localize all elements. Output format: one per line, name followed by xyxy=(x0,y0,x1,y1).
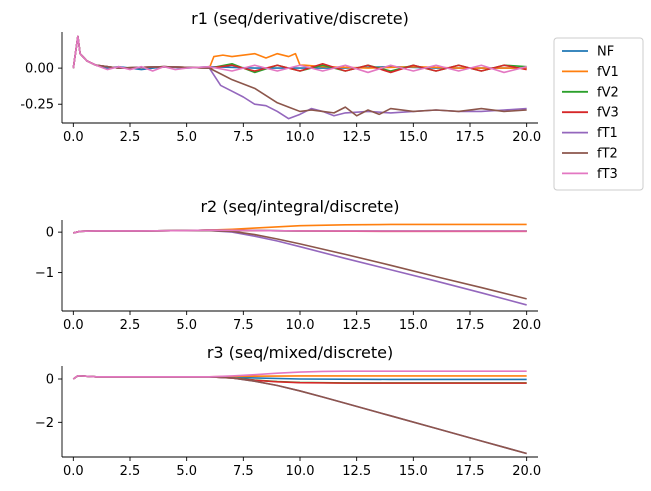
series-group xyxy=(73,223,527,306)
y-tick-label: −1 xyxy=(35,266,54,281)
legend-label-fV2: fV2 xyxy=(597,85,619,100)
x-tick-label: 0.0 xyxy=(63,318,84,333)
x-tick-label: 15.0 xyxy=(399,130,428,145)
x-tick-label: 20.0 xyxy=(512,130,541,145)
legend-label-fT1: fT1 xyxy=(597,126,618,141)
legend-frame xyxy=(553,37,644,191)
subplot-1: r1 (seq/derivative/discrete) 0.0 2.5 5.0 7.5… xyxy=(20,9,541,145)
x-tick-label: 15.0 xyxy=(399,464,428,479)
x-tick-label: 0.0 xyxy=(63,130,84,145)
x-tick-label: 2.5 xyxy=(120,464,141,479)
x-tick-label: 0.0 xyxy=(63,464,84,479)
x-tick-label: 12.5 xyxy=(342,318,371,333)
x-tick-label: 12.5 xyxy=(342,130,371,145)
series-line-fT3 xyxy=(73,229,527,234)
series-line-fT3 xyxy=(72,370,527,380)
subplot-2: r2 (seq/integral/discrete) 0.0 2.5 5.0 7.5 10… xyxy=(35,197,541,333)
legend-label-NF: NF xyxy=(597,45,614,60)
x-tick-label: 2.5 xyxy=(120,318,141,333)
y-tick-label: 0 xyxy=(46,226,54,241)
subplot-title: r3 (seq/mixed/discrete) xyxy=(207,343,393,362)
subplot-3: r3 (seq/mixed/discrete) 0.0 2.5 5.0 7.5 10.0 1… xyxy=(35,343,541,479)
legend-label-fT2: fT2 xyxy=(597,147,618,162)
x-tick-label: 10.0 xyxy=(286,318,315,333)
y-tick-label: 0 xyxy=(46,373,54,388)
legend-label-fT3: fT3 xyxy=(597,167,618,182)
x-tick-label: 10.0 xyxy=(286,464,315,479)
series-line-fT3 xyxy=(72,35,527,74)
subplot-title: r2 (seq/integral/discrete) xyxy=(200,197,399,216)
y-tick-label: -0.25 xyxy=(20,98,54,113)
x-tick-label: 7.5 xyxy=(233,464,254,479)
x-tick-label: 20.0 xyxy=(512,464,541,479)
x-tick-label: 20.0 xyxy=(512,318,541,333)
x-tick-label: 17.5 xyxy=(456,130,485,145)
x-tick-label: 17.5 xyxy=(456,464,485,479)
x-tick-label: 5.0 xyxy=(176,464,197,479)
y-tick-label: −2 xyxy=(35,416,54,431)
series-group xyxy=(72,370,527,455)
x-tick-label: 15.0 xyxy=(399,318,428,333)
x-tick-label: 17.5 xyxy=(456,318,485,333)
legend-label-fV1: fV1 xyxy=(597,65,619,80)
series-group xyxy=(72,35,527,120)
x-tick-label: 12.5 xyxy=(342,464,371,479)
series-line-fT2 xyxy=(72,35,527,117)
axes-layer: r1 (seq/derivative/discrete) 0.0 2.5 5.0 7.5… xyxy=(20,9,541,479)
y-tick-label: 0.00 xyxy=(25,62,54,77)
legend: NF fV1 fV2 fV3 fT1 fT2 fT3 xyxy=(553,37,644,191)
x-tick-label: 7.5 xyxy=(233,130,254,145)
x-tick-label: 7.5 xyxy=(233,318,254,333)
x-tick-label: 10.0 xyxy=(286,130,315,145)
subplot-title: r1 (seq/derivative/discrete) xyxy=(191,9,409,28)
x-tick-label: 5.0 xyxy=(176,318,197,333)
x-tick-label: 2.5 xyxy=(120,130,141,145)
x-tick-label: 5.0 xyxy=(176,130,197,145)
legend-label-fV3: fV3 xyxy=(597,106,619,121)
